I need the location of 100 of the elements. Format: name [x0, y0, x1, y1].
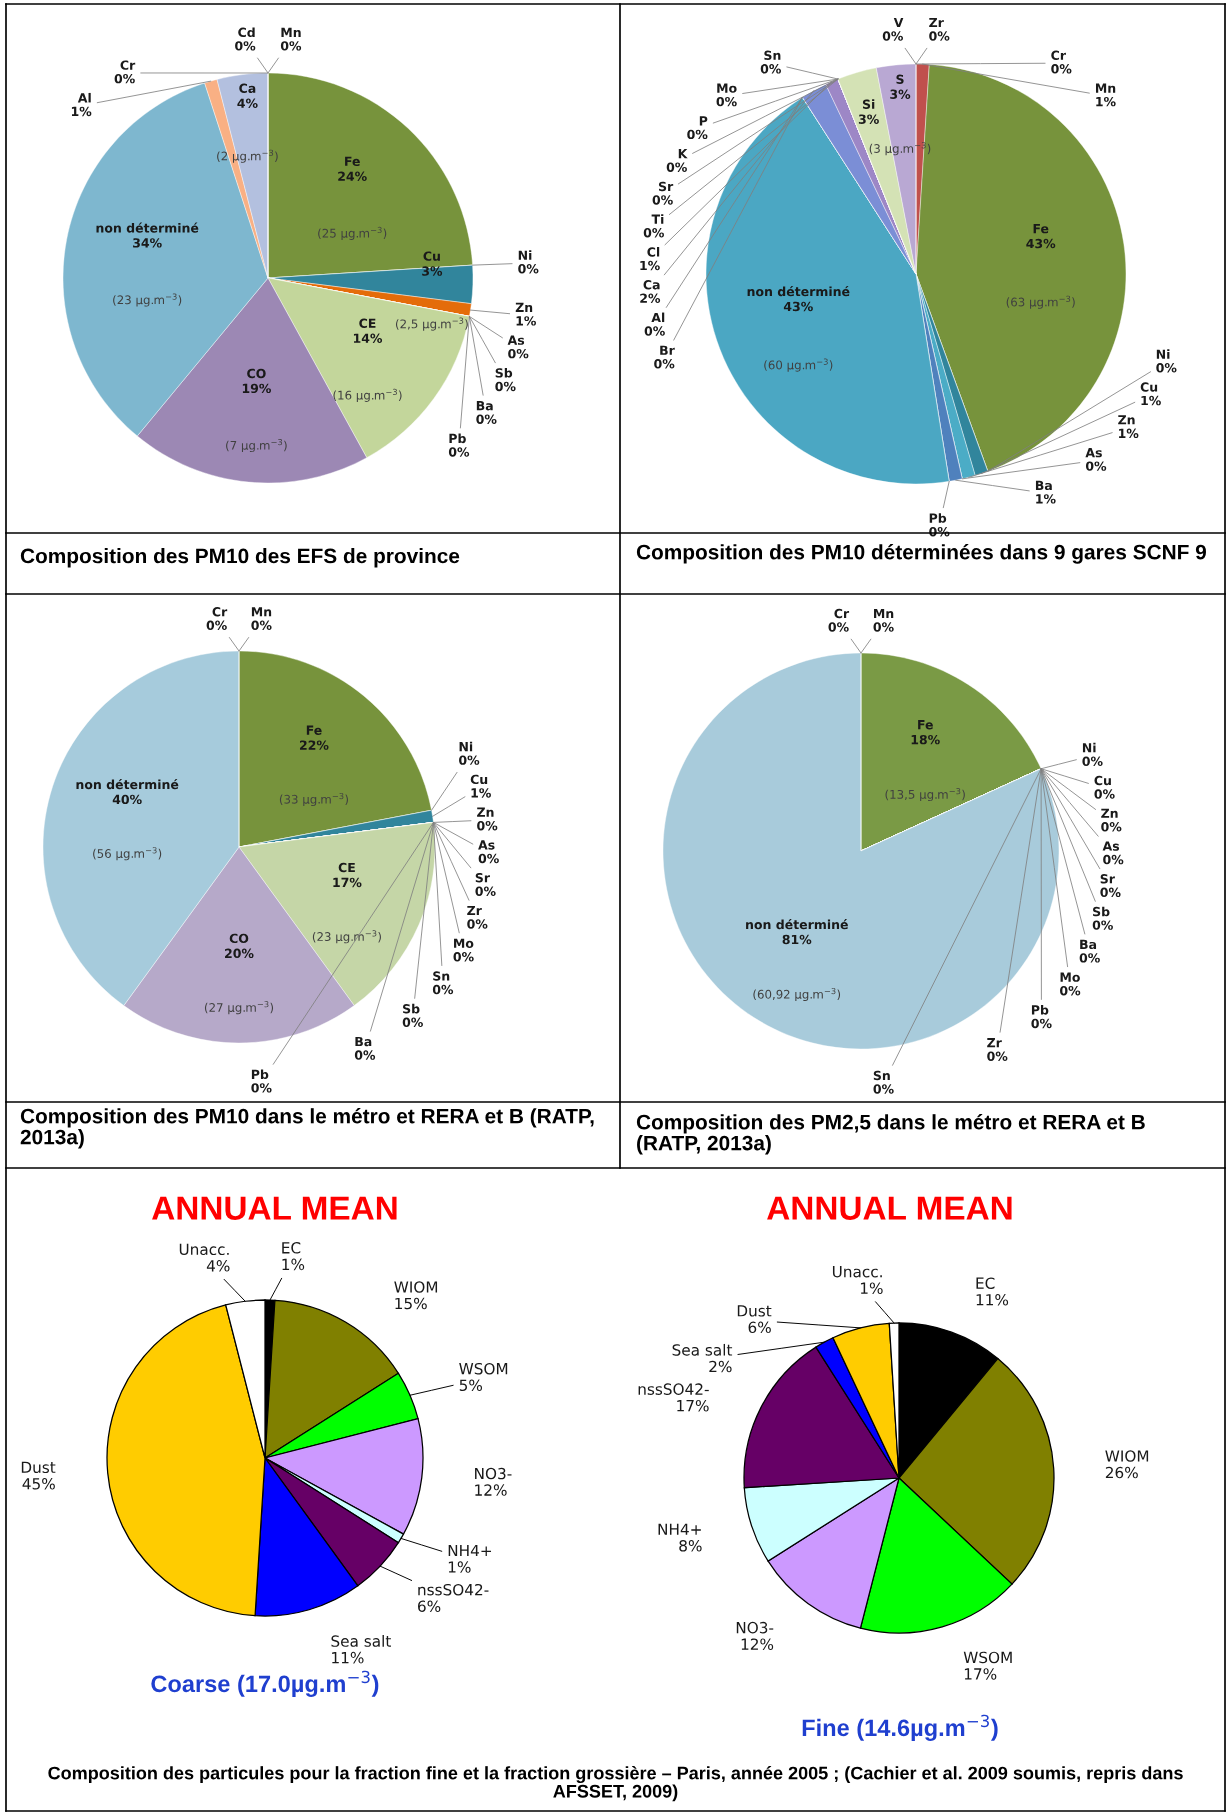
data-label: 2% — [709, 1360, 732, 1373]
data-label: 15% — [395, 1297, 427, 1310]
data-label: 1% — [860, 1282, 883, 1294]
category-label: Zr — [467, 905, 482, 916]
category-label: Al — [651, 312, 665, 323]
text: 0% — [402, 1017, 423, 1028]
category-label: Ba — [476, 401, 493, 411]
text: Composition des particules pour la fraction fine et la fraction grossière – Paris, année 2005 ; (Cachier et al. 2009 soumis, repris dans AFSSET, 2009) — [48, 1766, 1183, 1802]
text: (60,92 µg.m$^{−3}$) — [753, 987, 841, 1001]
slice-label: Dust — [737, 1305, 772, 1317]
category-label: As — [507, 335, 525, 345]
data-label: 1% — [516, 316, 536, 326]
text: 0% — [477, 820, 498, 831]
text: 0% — [475, 886, 496, 896]
category-label: Ba — [1080, 939, 1097, 950]
text: Composition des PM2,5 dans le métro et RERA et B (RATP, 2013a) — [636, 1114, 1145, 1155]
data-label: 11% — [976, 1293, 1009, 1306]
text: (60 µg.m$^{−3}$) — [764, 358, 833, 372]
category-label: Mn — [281, 27, 301, 37]
category-label: Sb — [495, 367, 513, 378]
data-label: 81% — [782, 934, 812, 945]
category-label: Mo — [1060, 972, 1080, 982]
category-label: Sn — [764, 50, 781, 61]
legend-label: Cu — [1094, 775, 1111, 786]
category-label: Sr — [475, 872, 490, 883]
category-label: Ni — [1156, 349, 1170, 359]
text: 0% — [1156, 363, 1177, 373]
text: (27 µg.m$^{−3}$) — [204, 1001, 274, 1015]
data-label: 1% — [71, 106, 92, 117]
data-label: 19% — [242, 383, 271, 394]
text: 0% — [251, 1083, 272, 1093]
text: 0% — [478, 853, 499, 864]
slice-label: Unacc. — [179, 1243, 229, 1256]
text: 0% — [235, 41, 256, 51]
text: (33 µg.m$^{−3}$) — [279, 792, 348, 806]
data-label: 12% — [741, 1638, 774, 1650]
slice-label: NH4+ — [448, 1544, 492, 1557]
data-label: 18% — [911, 734, 940, 745]
slice-label: CE — [338, 862, 355, 873]
data-label: 17% — [333, 877, 362, 888]
text: 0% — [508, 348, 529, 359]
data-label: 20% — [225, 948, 254, 959]
category-label: As — [1085, 448, 1102, 458]
data-label: 17% — [677, 1399, 709, 1412]
text: 0% — [1101, 822, 1122, 832]
data-label: 1% — [1119, 428, 1139, 439]
data-label: 24% — [338, 171, 367, 181]
data-label: 6% — [418, 1600, 441, 1613]
text: (63 µg.m$^{−3}$) — [1006, 295, 1075, 309]
slice-label: S — [896, 74, 904, 85]
slice-label: NO3- — [736, 1621, 774, 1634]
text: 0% — [760, 64, 781, 74]
slice-label: Cu — [423, 251, 440, 261]
data-label: 26% — [1105, 1466, 1138, 1479]
category-label: K — [678, 149, 688, 159]
category-label: Sb — [1093, 906, 1110, 917]
slice-label: Sea salt — [331, 1635, 391, 1647]
text: 0% — [495, 381, 516, 392]
data-label: 22% — [299, 740, 329, 750]
text: 0% — [467, 919, 488, 929]
data-label: 40% — [112, 794, 142, 805]
data-label: 6% — [748, 1321, 771, 1334]
text: 0% — [1031, 1018, 1052, 1029]
text: (23 µg.m$^{−3}$) — [113, 293, 182, 307]
slice-label: Cu — [470, 774, 488, 785]
data-label: 1% — [1096, 96, 1116, 107]
category-label: Sr — [658, 181, 674, 192]
data-label: 8% — [679, 1539, 702, 1552]
text: 0% — [873, 622, 894, 632]
text: 0% — [1060, 985, 1081, 996]
category-label: Mo — [717, 83, 737, 93]
category-label: V — [893, 17, 904, 28]
slice-label: Ca — [239, 83, 256, 93]
text: 0% — [882, 31, 903, 41]
text: 0% — [716, 96, 737, 107]
category-label: Cr — [120, 60, 136, 70]
data-label: 1% — [640, 260, 660, 271]
slice-label: nssSO42- — [638, 1383, 709, 1395]
pie-slice — [662, 652, 1060, 1050]
category-label: Cr — [212, 607, 228, 617]
data-label: 45% — [22, 1478, 55, 1490]
text: 0% — [643, 227, 664, 238]
text: (2,5 µg.m$^{−3}$) — [395, 317, 468, 331]
text: 0% — [206, 620, 227, 631]
text: 0% — [114, 73, 135, 84]
data-label: 43% — [783, 301, 813, 312]
text: 0% — [1082, 756, 1103, 766]
slice-label: non déterminé — [76, 779, 179, 790]
text: 0% — [432, 984, 454, 995]
text: 0% — [453, 952, 474, 962]
slice-label: Fe — [345, 156, 360, 167]
slice-label: non déterminé — [746, 919, 848, 930]
slice-label: CO — [247, 368, 266, 379]
text: 0% — [1103, 854, 1124, 865]
text: (13,5 µg.m$^{−3}$) — [885, 788, 965, 802]
slice-label: Ca — [643, 279, 660, 290]
category-label: Ti — [651, 214, 664, 224]
category-label: Mn — [874, 608, 894, 619]
data-label: 1% — [471, 788, 491, 798]
category-label: Cr — [834, 608, 850, 619]
